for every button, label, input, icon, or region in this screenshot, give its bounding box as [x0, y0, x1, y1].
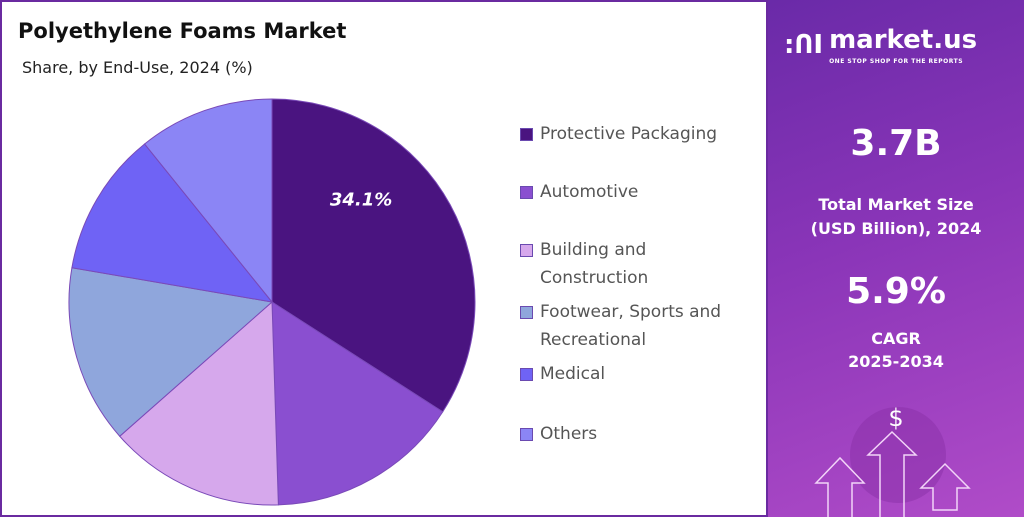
cagr-period: 2025-2034 [848, 352, 944, 371]
legend-item: Building and Construction [520, 236, 765, 292]
market-us-logo: :ՈI market.us ONE STOP SHOP FOR THE REPO… [784, 24, 977, 66]
legend-label: Automotive [540, 182, 639, 202]
pie-slice-protective-packaging [271, 98, 476, 413]
logo-name: market.us [829, 25, 978, 55]
pie-chart: 34.1% [68, 98, 476, 506]
market-size-label-2: (USD Billion), 2024 [810, 219, 982, 238]
legend-item: Medical [520, 360, 765, 388]
legend-label: Construction [540, 268, 649, 288]
market-size-label-1: Total Market Size [818, 195, 974, 214]
logo-icon: :ՈI [784, 30, 824, 60]
legend-item: Protective Packaging [520, 120, 765, 148]
legend-label: Protective Packaging [540, 124, 718, 144]
pie-slice-others [143, 98, 273, 304]
pie-slice-footwear-sports-and-recreational [68, 267, 274, 437]
legend-swatch [520, 128, 533, 141]
pie-slice-medical [71, 143, 274, 303]
legend-swatch [520, 244, 533, 257]
legend-swatch [520, 428, 533, 441]
pie-slice-building-and-construction [119, 300, 279, 506]
pie-slice-automotive [271, 301, 444, 506]
cagr-value: 5.9% [846, 271, 946, 312]
legend-label: Footwear, Sports and [540, 302, 722, 322]
legend-label: Medical [540, 364, 606, 384]
legend-swatch [520, 306, 533, 319]
market-size-value: 3.7B [850, 123, 942, 164]
cagr-label: CAGR [871, 329, 921, 348]
data-label: 34.1% [330, 189, 392, 210]
chart-title: Polyethylene Foams Market [18, 19, 347, 43]
chart-panel: Polyethylene Foams Market Share, by End-… [0, 0, 768, 517]
growth-arrows-icon: $ [814, 404, 971, 517]
summary-panel: :ՈI market.us ONE STOP SHOP FOR THE REPO… [768, 0, 1024, 517]
logo-tagline: ONE STOP SHOP FOR THE REPORTS [829, 58, 964, 65]
dollar-icon: $ [888, 404, 903, 432]
legend-swatch [520, 186, 533, 199]
legend-label: Recreational [540, 330, 647, 350]
legend-item: Automotive [520, 178, 765, 206]
legend-swatch [520, 368, 533, 381]
legend-label: Building and [540, 240, 647, 260]
legend-item: Others [520, 420, 765, 448]
legend-item: Footwear, Sports and Recreational [520, 298, 765, 354]
chart-subtitle: Share, by End-Use, 2024 (%) [22, 58, 253, 77]
legend-label: Others [540, 424, 598, 444]
